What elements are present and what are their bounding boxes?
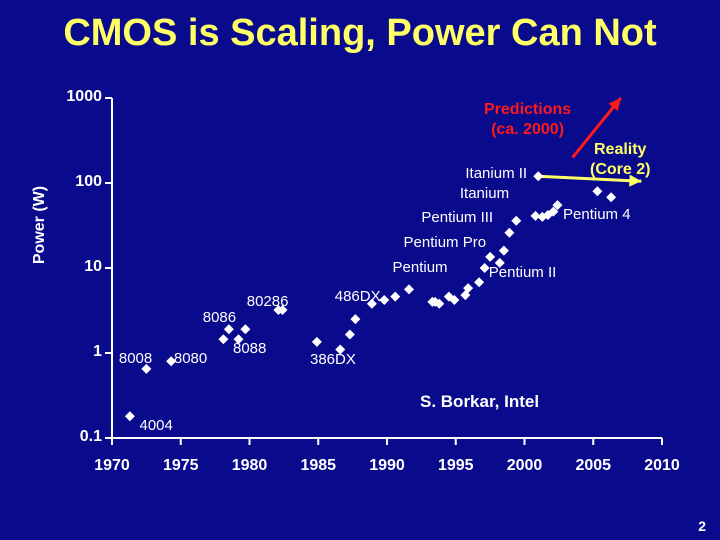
- data-point-marker: [474, 277, 485, 288]
- data-point-marker: [498, 245, 509, 256]
- data-point-marker: [223, 324, 234, 335]
- credit-text: S. Borkar, Intel: [420, 392, 540, 411]
- x-tick-label: 1980: [231, 457, 268, 474]
- x-tick-label: 2005: [575, 457, 612, 474]
- data-point-marker: [511, 215, 522, 226]
- data-point-marker: [350, 314, 361, 325]
- data-point-marker: [449, 295, 460, 306]
- x-tick-label: 1985: [300, 457, 337, 474]
- y-tick-label: 100: [75, 173, 102, 190]
- chip-label: Pentium: [392, 259, 448, 276]
- data-point-marker: [311, 336, 322, 347]
- data-point-marker: [344, 329, 355, 340]
- data-point-marker: [485, 251, 496, 262]
- data-point-marker: [366, 298, 377, 309]
- chip-label: 8008: [118, 349, 153, 367]
- slide-title: CMOS is Scaling, Power Can Not: [63, 12, 657, 54]
- chip-label: Pentium II: [488, 263, 557, 281]
- y-tick-label: 10: [84, 258, 102, 275]
- chip-label: 8080: [173, 349, 208, 367]
- chip-label: Pentium Pro: [403, 234, 487, 252]
- data-point-marker: [504, 227, 515, 238]
- chip-label: 386DX: [310, 351, 356, 369]
- x-tick-label: 1995: [437, 457, 474, 474]
- chip-label: 486DX: [334, 288, 381, 306]
- data-point-marker: [390, 291, 401, 302]
- x-tick-label: 2010: [644, 457, 680, 474]
- data-point-marker: [434, 298, 445, 309]
- chip-label: Pentium 4: [563, 206, 631, 224]
- data-point-marker: [277, 305, 288, 316]
- data-point-marker: [479, 263, 490, 273]
- data-point-marker: [592, 186, 603, 197]
- page-number: 2: [698, 518, 706, 534]
- data-point-marker: [548, 206, 559, 217]
- data-point-marker: [463, 283, 474, 294]
- prediction-arrow-head: [608, 98, 621, 112]
- data-point-marker: [494, 257, 505, 268]
- chip-label: Itanium: [459, 184, 510, 202]
- prediction-arrow-line: [571, 97, 622, 159]
- chip-label: Itanium II: [465, 164, 528, 182]
- x-tick-label: 1990: [369, 457, 405, 474]
- predictions-label: Predictions (ca. 2000): [484, 100, 571, 140]
- data-point-marker: [533, 171, 544, 182]
- data-point-marker: [335, 344, 346, 355]
- data-point-marker: [233, 334, 244, 345]
- data-point-marker: [124, 411, 135, 422]
- data-point-marker: [379, 295, 390, 306]
- data-point-marker: [240, 324, 251, 335]
- data-point-marker: [552, 200, 563, 211]
- predictions-label-line2: (ca. 2000): [491, 121, 565, 138]
- data-point-marker: [218, 334, 229, 345]
- reality-arrow-head: [629, 174, 642, 187]
- y-tick-label: 0.1: [79, 428, 102, 445]
- chip-label: 8086: [202, 309, 237, 327]
- predictions-label-line1: Predictions: [484, 101, 572, 118]
- reality-label-line1: Reality: [593, 141, 647, 158]
- y-tick-label: 1000: [66, 88, 102, 105]
- x-tick-label: 1975: [162, 457, 199, 474]
- data-point-marker: [166, 356, 177, 367]
- data-point-marker: [530, 210, 541, 221]
- y-tick-label: 1: [93, 343, 102, 360]
- x-tick-label: 2000: [506, 457, 543, 474]
- reality-label-line2: (Core 2): [590, 161, 651, 178]
- data-point-marker: [404, 284, 414, 295]
- x-tick-label: 1970: [94, 457, 130, 474]
- data-point-marker: [141, 363, 152, 374]
- reality-arrow-line: [538, 174, 642, 183]
- reality-label: Reality (Core 2): [590, 140, 650, 180]
- data-point-marker: [606, 192, 617, 203]
- chip-label: 4004: [139, 416, 173, 434]
- chip-label: Pentium III: [421, 208, 494, 226]
- chip-label: 8088: [233, 340, 267, 358]
